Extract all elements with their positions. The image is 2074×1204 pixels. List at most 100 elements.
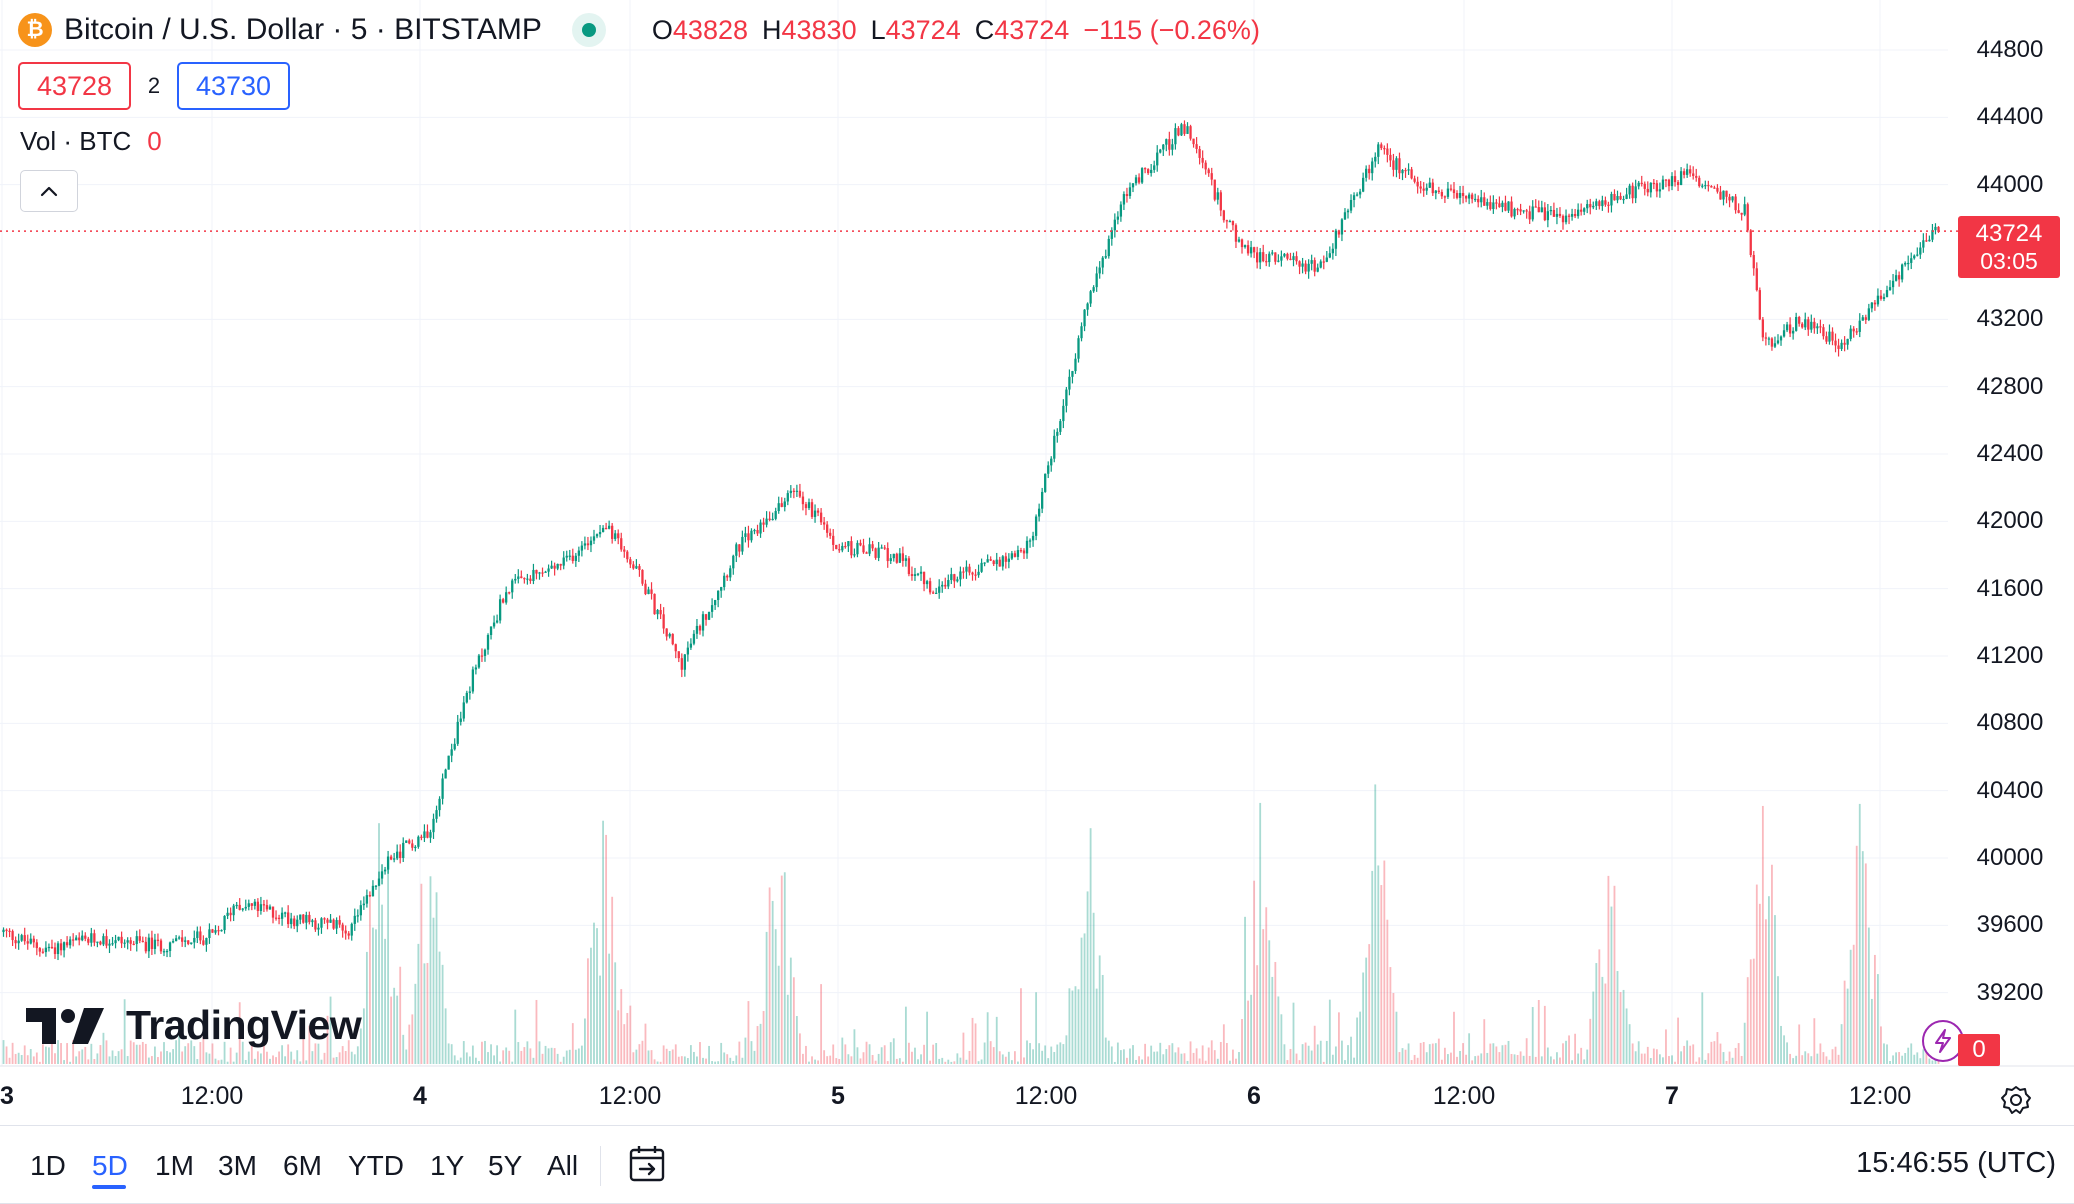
candle-body (193, 937, 196, 943)
sell-button[interactable]: 43728 (18, 62, 131, 110)
volume-bar (129, 1040, 132, 1064)
collapse-legend-button[interactable] (20, 170, 78, 212)
volume-bar (1265, 907, 1268, 1064)
volume-bar (1023, 1057, 1025, 1064)
volume-bar (659, 1061, 662, 1064)
candle-body (1849, 328, 1852, 339)
volume-bar (638, 1044, 641, 1064)
candle-body (96, 941, 99, 943)
range-button-1d[interactable]: 1D (30, 1150, 66, 1181)
candle-body (686, 647, 690, 655)
volume-bar (971, 1017, 974, 1064)
utc-clock[interactable]: 15:46:55 (UTC) (1856, 1147, 2056, 1179)
volume-bar (414, 983, 417, 1064)
candle-body (1919, 247, 1922, 255)
candle-body (1416, 181, 1419, 187)
candle-body (777, 503, 780, 512)
volume-legend[interactable]: Vol · BTC 0 (20, 126, 162, 157)
candle-body (489, 626, 493, 635)
lightning-icon[interactable] (1922, 1020, 1964, 1062)
volume-bar (1259, 802, 1262, 1064)
volume-bar (1304, 1042, 1307, 1064)
market-status-icon[interactable] (571, 13, 606, 47)
candle-body (692, 633, 696, 644)
volume-bar (817, 1060, 819, 1064)
candle-body (1231, 221, 1235, 226)
candle-body (123, 942, 126, 944)
volume-bar (1192, 1052, 1195, 1064)
volume-bar (584, 1018, 586, 1064)
tradingview-logo[interactable]: TradingView (26, 1002, 362, 1049)
range-button-1y[interactable]: 1Y (430, 1150, 465, 1181)
volume-bar (1689, 1045, 1692, 1064)
candle-body (1573, 213, 1577, 217)
candle-body (1637, 182, 1640, 187)
volume-bar (938, 1058, 941, 1064)
candle-body (1186, 126, 1189, 134)
range-button-6m[interactable]: 6M (283, 1150, 322, 1181)
volume-bar (102, 1032, 105, 1064)
volume-bar (226, 1061, 229, 1064)
range-button-3m[interactable]: 3M (218, 1150, 257, 1181)
candle-body (1734, 196, 1737, 211)
candle-body (1713, 187, 1716, 189)
volume-bar (1510, 1053, 1513, 1064)
candle-body (1092, 287, 1095, 292)
candle-body (1543, 207, 1546, 221)
candle-body (989, 559, 992, 561)
volume-bar (378, 823, 380, 1064)
candle-body (1716, 187, 1719, 192)
tradingview-logo-text: TradingView (126, 1002, 362, 1048)
candle-body (962, 571, 965, 573)
volume-bar (259, 1053, 262, 1064)
symbol-title[interactable]: Bitcoin / U.S. Dollar · 5 · BITSTAMP (64, 13, 542, 46)
candle-body (1891, 280, 1895, 288)
candle-body (1900, 264, 1904, 280)
volume-bar (1313, 1025, 1316, 1064)
volume-bar (738, 1041, 741, 1064)
buy-button[interactable]: 43730 (177, 62, 290, 110)
range-button-5y[interactable]: 5Y (488, 1150, 523, 1181)
volume-bar (1707, 1053, 1710, 1064)
price-tick: 40000 (1976, 844, 2044, 871)
candle-body (1131, 183, 1135, 188)
candle-body (471, 669, 475, 692)
volume-bar (1153, 1051, 1156, 1064)
chart-settings-button[interactable] (1996, 1080, 2036, 1120)
volume-bar (986, 1012, 989, 1064)
volume-bar (668, 1051, 671, 1064)
bitcoin-icon[interactable]: ₿ (18, 13, 52, 47)
volume-bar (735, 1055, 738, 1064)
range-button-5d[interactable]: 5D (92, 1150, 128, 1181)
candle-body (1428, 182, 1431, 188)
candle-body (1673, 176, 1677, 183)
candle-body (332, 919, 335, 929)
candle-body (889, 558, 892, 562)
volume-bar (850, 1056, 853, 1064)
candle-body (162, 951, 166, 953)
volume-bar (1574, 1033, 1577, 1064)
candle-body (78, 937, 81, 941)
go-to-date-button[interactable] (626, 1142, 670, 1186)
candle-body (150, 937, 154, 949)
candle-body (14, 940, 17, 944)
candle-body (429, 832, 432, 838)
volume-bar (1386, 919, 1389, 1064)
volume-bar (641, 1040, 644, 1064)
volume-bar (1528, 1055, 1531, 1064)
volume-bar (48, 1047, 50, 1064)
range-button-1m[interactable]: 1M (155, 1150, 194, 1181)
chart-area[interactable]: ₿ Bitcoin / U.S. Dollar · 5 · BITSTAMP O… (0, 0, 2074, 1125)
price-chart[interactable] (0, 0, 2074, 1125)
volume-bar (60, 1043, 62, 1064)
candle-body (1265, 261, 1268, 263)
candle-body (23, 935, 26, 942)
candle-body (277, 917, 281, 919)
volume-bar (1413, 1054, 1416, 1064)
range-button-ytd[interactable]: YTD (348, 1150, 404, 1181)
volume-bar (826, 1056, 829, 1064)
volume-bar (693, 1051, 695, 1064)
candle-body (341, 924, 344, 931)
candle-body (1004, 556, 1007, 562)
range-button-all[interactable]: All (547, 1150, 579, 1181)
